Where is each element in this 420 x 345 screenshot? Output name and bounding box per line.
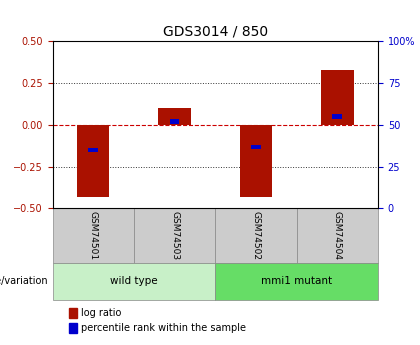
Text: GSM74501: GSM74501 — [89, 211, 98, 260]
Bar — [69, 308, 77, 318]
Bar — [69, 323, 77, 333]
Text: mmi1 mutant: mmi1 mutant — [261, 276, 332, 286]
Bar — [77, 125, 110, 197]
FancyBboxPatch shape — [215, 208, 297, 263]
FancyBboxPatch shape — [52, 263, 215, 300]
Bar — [170, 119, 179, 124]
Title: GDS3014 / 850: GDS3014 / 850 — [163, 25, 268, 39]
FancyBboxPatch shape — [52, 208, 134, 263]
Text: GSM74504: GSM74504 — [333, 211, 342, 260]
FancyBboxPatch shape — [134, 208, 215, 263]
FancyBboxPatch shape — [297, 208, 378, 263]
FancyBboxPatch shape — [215, 263, 378, 300]
Bar — [240, 125, 272, 197]
Text: GSM74502: GSM74502 — [252, 211, 260, 260]
Bar — [88, 148, 98, 152]
Text: percentile rank within the sample: percentile rank within the sample — [81, 323, 246, 333]
Bar — [321, 70, 354, 125]
Bar — [333, 115, 342, 119]
Bar — [158, 108, 191, 125]
Bar — [251, 145, 261, 149]
Text: wild type: wild type — [110, 276, 158, 286]
Text: genotype/variation: genotype/variation — [0, 276, 48, 286]
Text: GSM74503: GSM74503 — [170, 211, 179, 260]
Text: log ratio: log ratio — [81, 308, 121, 318]
